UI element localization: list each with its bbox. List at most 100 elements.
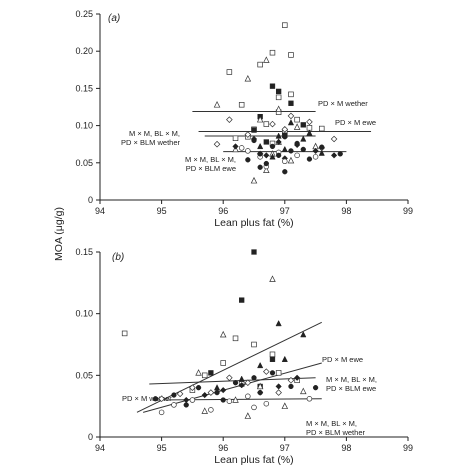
data-point-diamond <box>330 152 338 159</box>
data-point-circle <box>226 398 233 404</box>
data-point-diamond <box>275 138 282 146</box>
data-point-triangle <box>293 123 301 130</box>
y-tick-label: 0 <box>88 195 93 205</box>
x-tick-label: 99 <box>403 206 413 216</box>
data-point-diamond <box>263 368 270 375</box>
data-point-circle <box>312 385 319 391</box>
data-point-circle <box>183 402 189 408</box>
panel-a-chart: 94 95 96 97 98 99 0 0.05 0.10 0.15 0.20 0.25 Lean pl… <box>75 9 413 229</box>
data-point-circle <box>245 148 251 154</box>
panel-label: (b) <box>112 252 124 263</box>
regression-line-label-part: PD × BLM ewe <box>186 164 236 173</box>
regression-line-label: PD × M ewe <box>322 355 363 364</box>
data-point-circle <box>288 383 294 390</box>
data-point-triangle <box>300 387 307 395</box>
data-point-square <box>251 249 257 255</box>
data-point-square <box>226 69 233 75</box>
data-point-circle <box>294 152 300 159</box>
x-tick-label: 97 <box>280 206 290 216</box>
regression-line-label-part: PD × BLM ewe <box>326 384 376 393</box>
data-point-diamond <box>287 112 295 120</box>
data-point-square <box>275 88 282 95</box>
data-point-square <box>239 297 245 303</box>
data-point-square <box>288 52 294 58</box>
data-point-circle <box>257 389 263 396</box>
data-point-triangle <box>275 132 282 139</box>
data-point-diamond <box>293 374 301 381</box>
data-point-triangle <box>300 135 307 142</box>
data-point-circle <box>171 392 177 398</box>
data-point-circle <box>245 393 251 400</box>
data-point-circle <box>282 134 288 140</box>
data-point-square <box>282 22 288 28</box>
data-point-square <box>275 370 282 376</box>
data-point-diamond <box>263 152 270 159</box>
regression-line-label-part: M × M, BL × M, <box>326 375 377 384</box>
data-point-square <box>269 356 276 362</box>
data-point-diamond <box>226 374 233 382</box>
data-point-circle <box>294 140 300 147</box>
data-point-triangle <box>238 375 245 382</box>
data-point-triangle <box>281 402 289 409</box>
data-point-square <box>319 125 325 132</box>
data-point-triangle <box>263 166 270 173</box>
data-point-triangle <box>300 331 307 338</box>
data-point-circle <box>263 160 269 167</box>
panel-b-chart: 94 95 96 97 98 99 0 0.05 0.10 0.15 Lean plus fat (… <box>75 247 413 466</box>
data-point-square <box>288 100 294 106</box>
data-point-triangle <box>201 407 208 414</box>
data-point-square <box>232 135 239 141</box>
data-point-triangle <box>213 100 221 108</box>
data-point-circle <box>269 370 276 376</box>
data-point-circle <box>319 144 325 150</box>
data-point-triangle <box>269 153 276 160</box>
data-point-square <box>275 94 282 101</box>
data-point-circle <box>257 164 263 170</box>
data-point-circle <box>337 151 343 157</box>
data-point-diamond <box>220 386 227 394</box>
data-point-square <box>300 122 306 128</box>
data-point-diamond <box>244 379 252 387</box>
regression-line-label: M × M, BL × M, PD × BLM ewe <box>185 155 236 173</box>
x-tick-label: 97 <box>280 443 290 453</box>
data-point-diamond <box>226 116 233 123</box>
data-point-circle <box>306 156 313 162</box>
data-point-triangle <box>244 74 252 82</box>
x-tick-label: 98 <box>341 206 351 216</box>
data-point-triangle <box>281 355 288 362</box>
data-point-diamond <box>238 382 245 389</box>
data-point-square <box>208 370 214 376</box>
data-point-circle <box>208 407 214 413</box>
data-point-square <box>238 102 245 108</box>
data-point-square <box>232 335 239 342</box>
data-point-square <box>121 330 128 337</box>
data-point-square <box>257 61 263 68</box>
data-point-triangle <box>257 361 264 369</box>
data-point-circle <box>171 402 177 408</box>
regression-line-label: PD × M ewe <box>335 118 376 127</box>
y-tick-label: 0.25 <box>75 9 93 19</box>
data-point-circle <box>275 152 282 159</box>
data-point-triangle <box>306 129 313 136</box>
data-point-circle <box>195 385 202 391</box>
data-point-diamond <box>244 131 252 138</box>
data-point-triangle <box>287 156 295 164</box>
regression-line-label-part: PD × M wether <box>122 394 172 403</box>
data-point-square <box>269 49 276 56</box>
data-point-square <box>220 360 226 366</box>
panel-label: (a) <box>108 13 120 24</box>
data-point-circle <box>251 137 257 144</box>
y-tick-label: 0.15 <box>75 247 93 257</box>
x-axis-title: Lean plus fat (%) <box>214 454 293 466</box>
regression-line-label-part: PD × M wether <box>318 99 368 108</box>
data-point-diamond <box>207 389 215 396</box>
regression-line <box>155 398 322 401</box>
x-tick-label: 96 <box>218 206 228 216</box>
regression-line-label-part: M × M, BL × M, <box>306 419 357 428</box>
regression-line <box>149 377 316 385</box>
data-point-circle <box>288 148 294 154</box>
data-point-square <box>269 351 276 358</box>
data-point-circle <box>220 397 226 403</box>
y-tick-label: 0.10 <box>75 121 93 131</box>
